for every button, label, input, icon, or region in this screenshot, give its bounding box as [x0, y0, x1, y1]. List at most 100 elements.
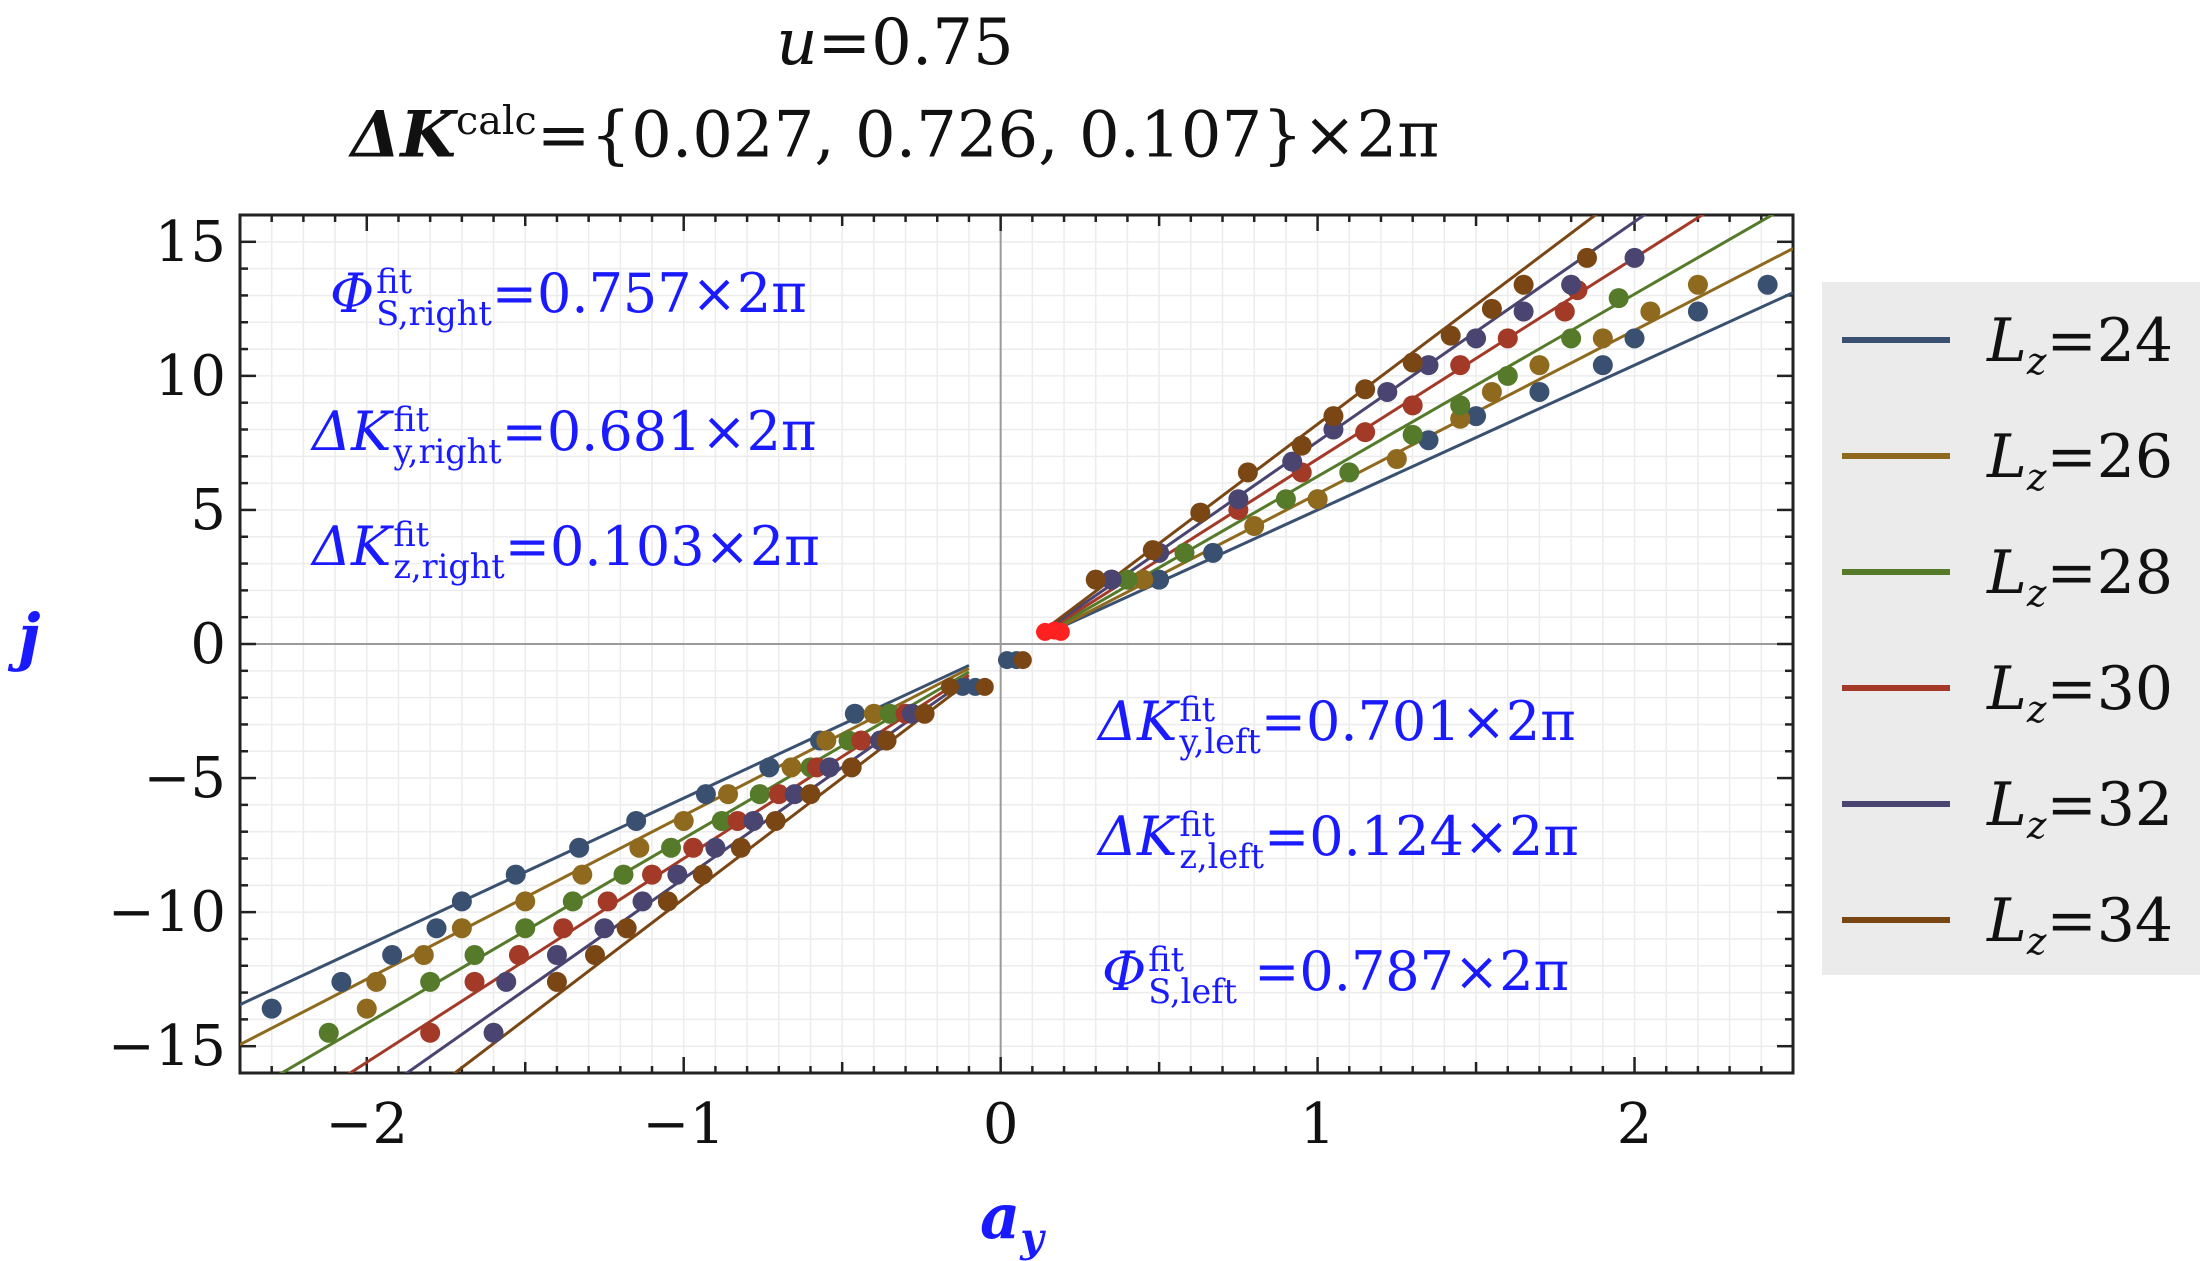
data-point [382, 945, 403, 966]
data-point [1640, 301, 1661, 322]
data-point [594, 918, 615, 939]
data-point [629, 837, 650, 858]
data-point [683, 837, 704, 858]
data-point [420, 1022, 441, 1043]
legend-label: Lz=26 [1987, 422, 2174, 499]
title-line-1: u=0.75 [0, 4, 1790, 82]
data-point [331, 971, 352, 992]
data-point [1450, 355, 1471, 376]
data-point [876, 730, 897, 751]
data-point [1282, 451, 1303, 472]
ann-sup: fit [393, 400, 430, 440]
data-point [553, 918, 574, 939]
data-point [562, 891, 583, 912]
data-point [597, 891, 618, 912]
data-point [657, 891, 678, 912]
x-tick-label: −1 [642, 1092, 725, 1157]
data-point [1497, 365, 1518, 386]
data-point [1481, 298, 1502, 319]
legend-label: Lz=28 [1987, 538, 2174, 615]
data-point [1466, 406, 1487, 427]
data-point [705, 837, 726, 858]
data-point [661, 837, 682, 858]
data-point [1133, 569, 1154, 590]
data-point [515, 891, 536, 912]
x-tick-label: −2 [325, 1092, 408, 1157]
data-point [464, 971, 485, 992]
data-point [1418, 355, 1439, 376]
ann-value: =0.757×2π [491, 262, 807, 325]
legend-item: Lz=24 [1822, 300, 2200, 383]
legend-swatch [1842, 569, 1950, 575]
data-point [1513, 301, 1534, 322]
data-points [261, 247, 1778, 1043]
ann-sup: fit [393, 515, 430, 555]
data-point [464, 945, 485, 966]
legend-label: Lz=24 [1987, 306, 2174, 383]
data-point [1497, 328, 1518, 349]
axes [238, 213, 1795, 1075]
data-point [366, 971, 387, 992]
annotation-ky-left: ΔK fit y,left =0.701×2π [1098, 690, 1576, 758]
data-point [914, 703, 935, 724]
ann-value: =0.701×2π [1260, 690, 1576, 753]
data-point [1307, 489, 1328, 510]
legend-swatch [1842, 337, 1950, 343]
data-point [1592, 355, 1613, 376]
center-data-point [1013, 651, 1032, 670]
data-point [1624, 328, 1645, 349]
data-point [616, 918, 637, 939]
title-dk-value: ={0.027, 0.726, 0.107}×2π [536, 98, 1440, 173]
data-point [420, 971, 441, 992]
fit-line-left [240, 664, 970, 1006]
data-point [711, 810, 732, 831]
data-point [426, 918, 447, 939]
legend-item: Lz=30 [1822, 648, 2200, 731]
data-point [1450, 395, 1471, 416]
y-tick-label: −10 [108, 880, 226, 945]
x-tick-label: 1 [1300, 1092, 1336, 1157]
ann-sup: fit [376, 262, 413, 302]
data-point [1237, 462, 1258, 483]
data-point [508, 945, 529, 966]
ann-sub: S,left [1148, 972, 1238, 1011]
y-tick-label: 10 [155, 344, 226, 409]
y-tick-label: −15 [108, 1014, 226, 1079]
data-point [1355, 379, 1376, 400]
data-point [1554, 301, 1575, 322]
data-point [784, 784, 805, 805]
data-point [1561, 274, 1582, 295]
data-point [584, 945, 605, 966]
data-point [1402, 424, 1423, 445]
data-point [632, 891, 653, 912]
legend-label: Lz=30 [1987, 654, 2174, 731]
data-point [318, 1022, 339, 1043]
data-point [483, 1022, 504, 1043]
ann-sub: z,right [393, 547, 505, 586]
data-point [851, 730, 872, 751]
data-point [1085, 569, 1106, 590]
data-point [816, 730, 837, 751]
data-point [1608, 288, 1629, 309]
data-point [1117, 569, 1138, 590]
data-point [1624, 247, 1645, 268]
data-point [1291, 435, 1312, 456]
legend-item: Lz=32 [1822, 764, 2200, 847]
data-point [1101, 569, 1122, 590]
fit-line-right [1047, 215, 1705, 632]
y-tick-label: 15 [155, 210, 226, 275]
data-point [1402, 352, 1423, 373]
data-point [1592, 328, 1613, 349]
ann-symbol: ΔK [312, 400, 392, 463]
fit-line-right [1047, 215, 1776, 633]
ann-symbol: Φ [330, 262, 375, 325]
data-point [1529, 381, 1550, 402]
data-point [667, 864, 688, 885]
data-point [1377, 381, 1398, 402]
fit-line-right [1047, 215, 1598, 629]
data-point [863, 703, 884, 724]
data-point [1386, 448, 1407, 469]
data-point [781, 757, 802, 778]
data-point [496, 971, 517, 992]
